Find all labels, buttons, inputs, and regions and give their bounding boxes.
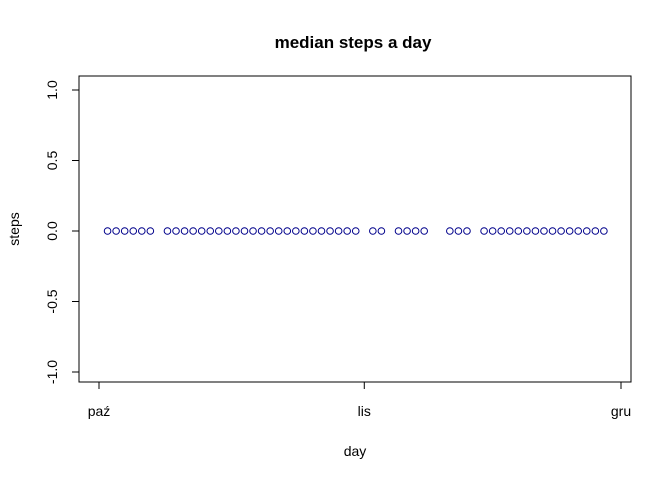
data-point — [394, 227, 403, 235]
data-point — [180, 227, 189, 235]
data-point — [480, 227, 488, 235]
data-point — [232, 227, 240, 235]
data-point — [223, 227, 232, 235]
data-point — [283, 227, 292, 235]
data-point — [514, 227, 523, 235]
y-axis: -1.0 -0.5 0.0 0.5 1.0 — [44, 80, 80, 384]
y-axis-title: steps — [6, 212, 22, 245]
x-tick-label: lis — [358, 403, 371, 419]
data-point — [292, 227, 300, 235]
data-point — [463, 227, 471, 235]
x-tick-label: gru — [611, 403, 631, 419]
data-point — [565, 227, 574, 235]
data-point — [497, 227, 506, 235]
data-point — [197, 227, 206, 235]
x-axis: paź lis gru — [88, 381, 631, 419]
y-tick-label: 0.0 — [44, 221, 60, 241]
data-point — [240, 227, 249, 235]
data-point — [488, 227, 497, 235]
y-tick-label: 0.5 — [44, 151, 60, 171]
data-point — [274, 227, 283, 235]
data-point — [591, 227, 600, 235]
data-point — [523, 227, 531, 235]
data-point — [369, 227, 377, 235]
data-point — [103, 227, 112, 235]
data-point — [600, 227, 608, 235]
data-point — [505, 227, 514, 235]
data-point — [163, 227, 172, 235]
data-point — [351, 227, 360, 235]
data-point — [343, 227, 351, 235]
y-tick-label: 1.0 — [44, 80, 60, 100]
data-point — [112, 227, 120, 235]
data-point — [557, 227, 565, 235]
data-point — [454, 227, 463, 235]
data-point — [257, 227, 266, 235]
data-points — [103, 227, 608, 235]
data-point — [377, 227, 386, 235]
data-point — [215, 227, 223, 235]
data-point — [146, 227, 155, 235]
data-point — [317, 227, 326, 235]
x-tick-label: paź — [88, 403, 111, 419]
data-point — [189, 227, 197, 235]
data-point — [540, 227, 548, 235]
data-point — [403, 227, 411, 235]
data-point — [420, 227, 428, 235]
data-point — [249, 227, 257, 235]
data-point — [411, 227, 420, 235]
data-point — [334, 227, 343, 235]
data-point — [548, 227, 557, 235]
chart-title: median steps a day — [275, 33, 432, 52]
data-point — [574, 227, 583, 235]
data-point — [129, 227, 138, 235]
data-point — [120, 227, 129, 235]
data-point — [326, 227, 334, 235]
data-point — [300, 227, 309, 235]
data-point — [266, 227, 274, 235]
data-point — [446, 227, 454, 235]
data-point — [137, 227, 146, 235]
plot-area-border — [78, 75, 632, 383]
data-point — [582, 227, 591, 235]
data-point — [172, 227, 180, 235]
y-tick-label: -1.0 — [44, 360, 60, 384]
data-point — [531, 227, 540, 235]
data-point — [206, 227, 215, 235]
x-axis-title: day — [344, 443, 367, 459]
y-tick-label: -0.5 — [44, 289, 60, 313]
data-point — [309, 227, 317, 235]
